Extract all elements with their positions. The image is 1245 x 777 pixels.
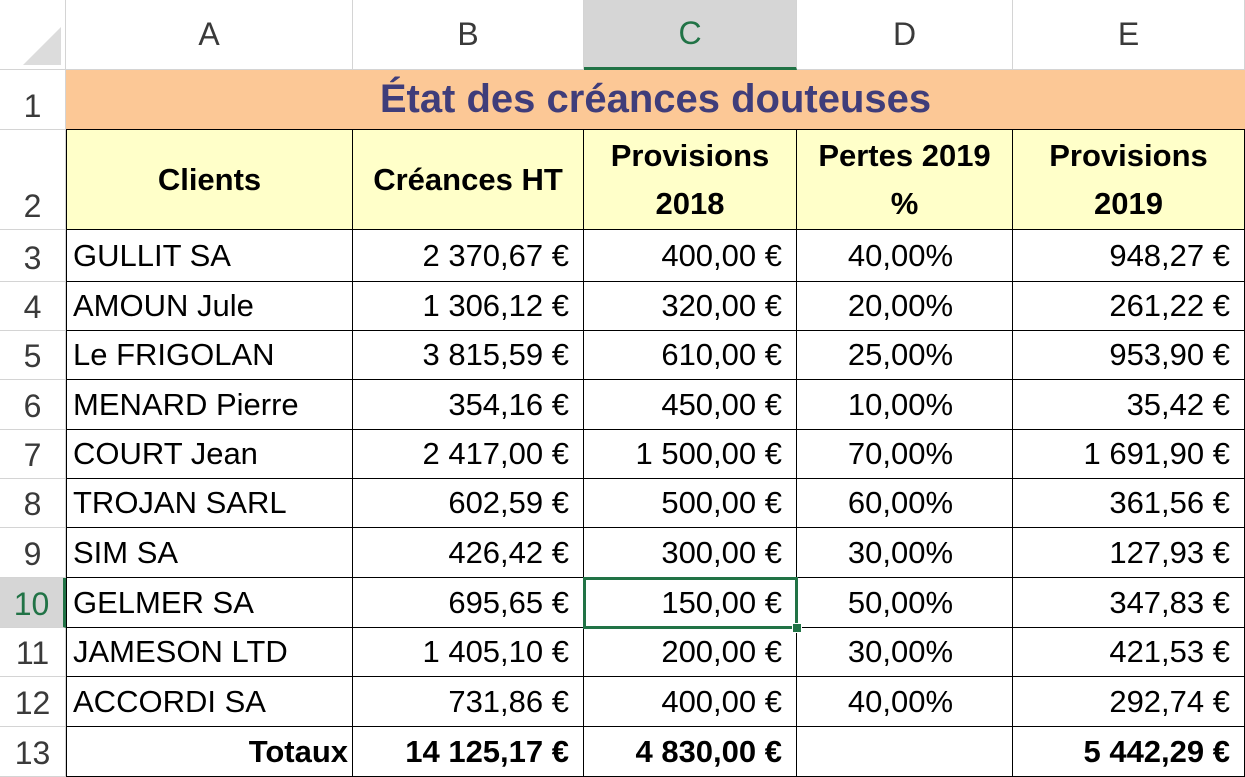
cell-prov2018[interactable]: 1 500,00 € [584,430,797,479]
column-header-c[interactable]: C [584,0,797,70]
cell-prov2019[interactable]: 292,74 € [1013,677,1245,727]
cell-client[interactable]: JAMESON LTD [66,628,353,677]
cell-creances[interactable]: 2 417,00 € [353,430,584,479]
cell-prov2019[interactable]: 948,27 € [1013,230,1245,282]
cell-prov2019[interactable]: 127,93 € [1013,528,1245,578]
cell-creances[interactable]: 1 306,12 € [353,282,584,331]
select-all-triangle-icon [23,27,61,65]
row-header-4[interactable]: 4 [0,282,66,331]
cell-pertes[interactable]: 25,00% [797,331,1013,380]
column-title-clients[interactable]: Clients [66,130,353,230]
cell-client[interactable]: COURT Jean [66,430,353,479]
cell-pertes[interactable]: 40,00% [797,230,1013,282]
cell-prov2019[interactable]: 261,22 € [1013,282,1245,331]
cell-pertes[interactable]: 50,00% [797,578,1013,628]
row-header-7[interactable]: 7 [0,430,66,479]
select-all-corner[interactable] [0,0,66,70]
cell-pertes[interactable]: 20,00% [797,282,1013,331]
cell-prov2018[interactable]: 150,00 € [583,577,798,629]
cell-creances[interactable]: 426,42 € [353,528,584,578]
cell-creances[interactable]: 602,59 € [353,479,584,528]
total-prov2019[interactable]: 5 442,29 € [1013,727,1245,777]
cell-prov2019[interactable]: 953,90 € [1013,331,1245,380]
cell-client[interactable]: TROJAN SARL [66,479,353,528]
cell-prov2018[interactable]: 500,00 € [584,479,797,528]
column-title-creances[interactable]: Créances HT [353,130,584,230]
row-header-13[interactable]: 13 [0,727,66,777]
cell-creances[interactable]: 1 405,10 € [353,628,584,677]
row-header-9[interactable]: 9 [0,528,66,578]
cell-client[interactable]: GELMER SA [66,578,353,628]
row-header-1[interactable]: 1 [0,70,66,130]
cell-pertes[interactable]: 30,00% [797,528,1013,578]
cell-prov2018[interactable]: 400,00 € [584,677,797,727]
cell-prov2018[interactable]: 300,00 € [584,528,797,578]
row-header-10[interactable]: 10 [0,578,66,628]
total-creances[interactable]: 14 125,17 € [353,727,584,777]
column-title-prov2018[interactable]: Provisions 2018 [584,130,797,230]
total-pertes[interactable] [797,727,1013,777]
cell-prov2018[interactable]: 450,00 € [584,380,797,430]
cell-client[interactable]: MENARD Pierre [66,380,353,430]
column-header-e[interactable]: E [1013,0,1245,70]
cell-pertes[interactable]: 30,00% [797,628,1013,677]
cell-creances[interactable]: 695,65 € [353,578,584,628]
cell-client[interactable]: ACCORDI SA [66,677,353,727]
cell-pertes[interactable]: 70,00% [797,430,1013,479]
cell-prov2019[interactable]: 35,42 € [1013,380,1245,430]
cell-prov2019[interactable]: 347,83 € [1013,578,1245,628]
cell-creances[interactable]: 3 815,59 € [353,331,584,380]
totals-label[interactable]: Totaux [66,727,353,777]
cell-creances[interactable]: 354,16 € [353,380,584,430]
cell-prov2019[interactable]: 421,53 € [1013,628,1245,677]
row-header-5[interactable]: 5 [0,331,66,380]
column-header-a[interactable]: A [66,0,353,70]
cell-prov2019[interactable]: 1 691,90 € [1013,430,1245,479]
row-header-8[interactable]: 8 [0,479,66,528]
cell-prov2018[interactable]: 200,00 € [584,628,797,677]
column-header-d[interactable]: D [797,0,1013,70]
cell-prov2019[interactable]: 361,56 € [1013,479,1245,528]
cell-prov2018[interactable]: 610,00 € [584,331,797,380]
cell-creances[interactable]: 731,86 € [353,677,584,727]
row-header-12[interactable]: 12 [0,677,66,727]
row-header-11[interactable]: 11 [0,628,66,677]
cell-pertes[interactable]: 10,00% [797,380,1013,430]
fill-handle[interactable] [792,623,802,633]
column-header-b[interactable]: B [353,0,584,70]
cell-client[interactable]: GULLIT SA [66,230,353,282]
row-header-3[interactable]: 3 [0,230,66,282]
cell-client[interactable]: Le FRIGOLAN [66,331,353,380]
column-title-pertes[interactable]: Pertes 2019 % [797,130,1013,230]
cell-creances[interactable]: 2 370,67 € [353,230,584,282]
cell-prov2018[interactable]: 400,00 € [584,230,797,282]
column-title-prov2019[interactable]: Provisions 2019 [1013,130,1245,230]
cell-client[interactable]: AMOUN Jule [66,282,353,331]
cell-prov2018[interactable]: 320,00 € [584,282,797,331]
row-header-2[interactable]: 2 [0,130,66,230]
total-prov2018[interactable]: 4 830,00 € [584,727,797,777]
cell-client[interactable]: SIM SA [66,528,353,578]
row-header-6[interactable]: 6 [0,380,66,430]
sheet-title[interactable]: État des créances douteuses [66,70,1245,130]
cell-pertes[interactable]: 40,00% [797,677,1013,727]
cell-pertes[interactable]: 60,00% [797,479,1013,528]
